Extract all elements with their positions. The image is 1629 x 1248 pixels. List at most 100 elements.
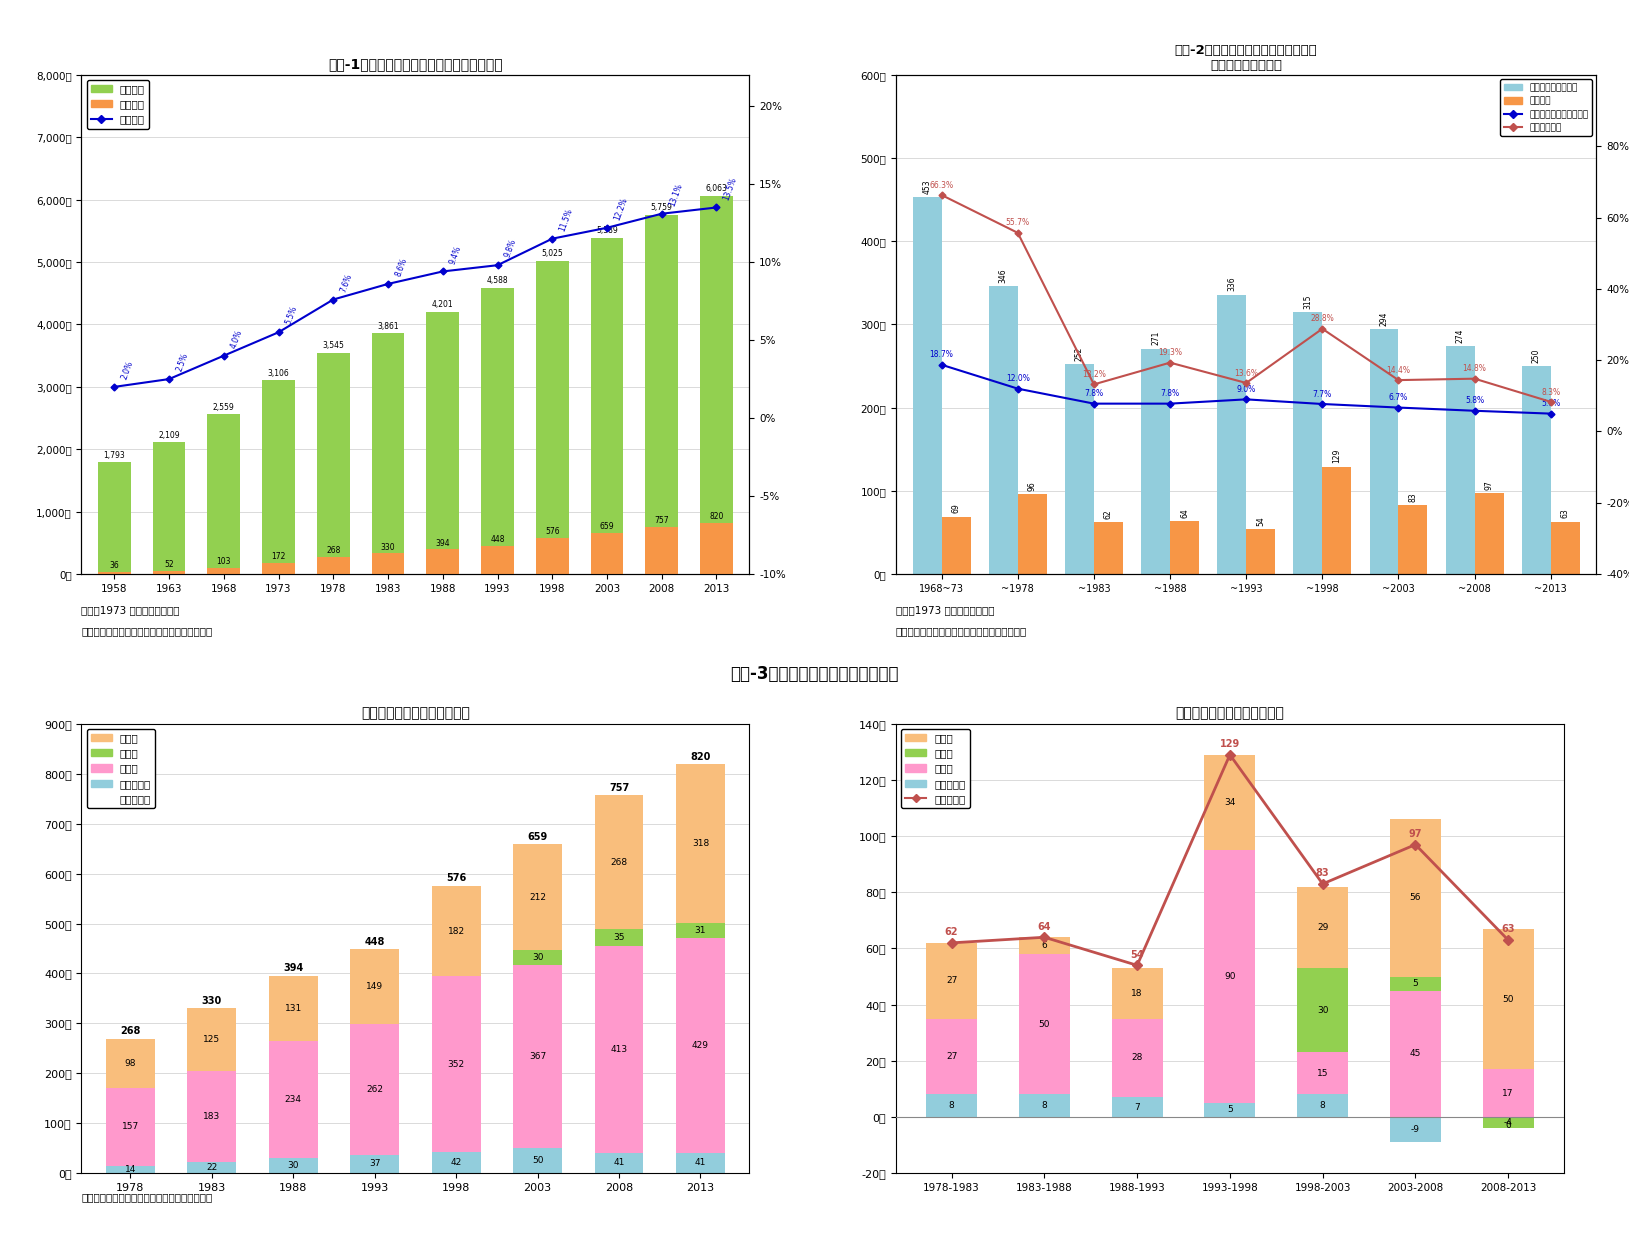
Text: 183: 183 [204,1112,220,1121]
Bar [318,353,350,574]
Bar [106,1166,155,1173]
Bar [350,950,399,1023]
Text: 50: 50 [1039,1020,1051,1028]
Bar [187,1008,236,1071]
Text: 448: 448 [490,535,505,544]
Text: 453: 453 [922,180,932,193]
Bar [427,549,459,574]
Bar [1370,329,1398,574]
Bar [481,288,513,574]
Title: 図表-1：住宅数・空き家数・空き家率の推移: 図表-1：住宅数・空き家数・空き家率の推移 [327,57,503,71]
Text: 63: 63 [1502,925,1515,935]
Text: 413: 413 [611,1045,627,1055]
Text: 7.7%: 7.7% [1313,389,1333,398]
Bar [269,1041,318,1158]
Text: 252: 252 [1075,347,1083,361]
Text: 352: 352 [448,1060,464,1068]
Text: -9: -9 [1411,1126,1420,1134]
Text: 27: 27 [946,976,958,985]
Bar [1246,529,1276,574]
Text: 3,106: 3,106 [267,368,290,378]
Text: 31: 31 [694,926,707,935]
Bar [427,312,459,574]
Legend: 住宅総数, 空き家数, 空き家率: 住宅総数, 空き家数, 空き家率 [86,80,150,129]
Bar [1323,467,1350,574]
Bar [1398,505,1427,574]
Text: 2,559: 2,559 [213,403,235,412]
Text: （出所）総務省統計局「住宅・土地統計調査」: （出所）総務省統計局「住宅・土地統計調査」 [81,1192,213,1202]
Text: 5.0%: 5.0% [1541,399,1561,408]
Bar [700,196,733,574]
Bar [1551,522,1580,574]
Bar [700,523,733,574]
Text: 64: 64 [1179,508,1189,518]
Bar [595,1153,643,1173]
Text: 2.5%: 2.5% [174,352,189,373]
Text: 64: 64 [1038,921,1051,931]
Text: （注）1973 年より沖縄を含む: （注）1973 年より沖縄を含む [896,605,994,615]
Text: 45: 45 [1409,1050,1420,1058]
Bar [645,527,678,574]
Bar [676,1153,725,1173]
Text: 12.2%: 12.2% [613,196,629,222]
Bar [1217,295,1246,574]
Text: 12.0%: 12.0% [1005,374,1030,383]
Text: （出所）総務省統計局「住宅・土地統計調査」: （出所）総務省統計局「住宅・土地統計調査」 [81,626,213,636]
Bar [1111,1018,1163,1097]
Text: 659: 659 [599,522,614,532]
Bar [1018,1094,1070,1117]
Bar [269,976,318,1041]
Bar [513,844,562,950]
Text: 129: 129 [1220,739,1240,749]
Bar [262,563,295,574]
Text: 103: 103 [217,557,231,565]
Text: 41: 41 [696,1158,705,1167]
Text: 63: 63 [1561,509,1570,518]
Bar [187,1162,236,1173]
Bar [912,197,942,574]
Bar [432,886,481,976]
Bar [927,943,977,1018]
Bar [1204,1103,1256,1117]
Text: 9.0%: 9.0% [1236,386,1256,394]
Text: 336: 336 [1227,277,1236,291]
Text: 11.5%: 11.5% [557,207,575,232]
Legend: その他, 売却用, 賃貸用, 二次的住宅, 空き家総数: その他, 売却用, 賃貸用, 二次的住宅, 空き家総数 [901,729,969,809]
Bar [371,554,404,574]
Text: 41: 41 [614,1158,624,1167]
Text: 3,545: 3,545 [323,342,344,351]
Text: 14: 14 [125,1166,135,1174]
Text: 394: 394 [435,539,450,548]
Text: 54: 54 [1131,950,1144,960]
Text: 268: 268 [326,547,340,555]
Text: 56: 56 [1409,894,1420,902]
Text: 69: 69 [951,504,961,513]
Text: 659: 659 [528,831,547,841]
Bar [1293,312,1323,574]
Bar [106,1038,155,1088]
Text: 4.0%: 4.0% [230,328,244,349]
Text: 96: 96 [1028,482,1036,490]
Text: （出所）総務省統計局「住宅・土地統計調査」: （出所）総務省統計局「住宅・土地統計調査」 [896,626,1028,636]
Text: 17: 17 [1502,1088,1513,1097]
Bar [1095,523,1122,574]
Bar [1482,929,1533,1070]
Text: 66.3%: 66.3% [930,181,953,190]
Bar [371,333,404,574]
Text: 6: 6 [1041,941,1047,950]
Text: 5: 5 [1412,980,1419,988]
Text: 367: 367 [529,1052,546,1061]
Title: 図表-2：居住世帯あり住宅・空き家の
増加数および増加率: 図表-2：居住世帯あり住宅・空き家の 増加数および増加率 [1175,45,1318,72]
Text: 7: 7 [1134,1103,1140,1112]
Bar [591,238,624,574]
Text: 42: 42 [451,1158,461,1167]
Text: 30: 30 [287,1161,300,1171]
Bar [1297,1094,1349,1117]
Bar [98,572,130,574]
Bar [942,517,971,574]
Text: 318: 318 [692,839,709,849]
Title: ＜区分別・空き家数の推移＞: ＜区分別・空き家数の推移＞ [362,706,469,720]
Text: 6,063: 6,063 [705,185,728,193]
Text: 274: 274 [1456,328,1464,343]
Bar [1297,968,1349,1052]
